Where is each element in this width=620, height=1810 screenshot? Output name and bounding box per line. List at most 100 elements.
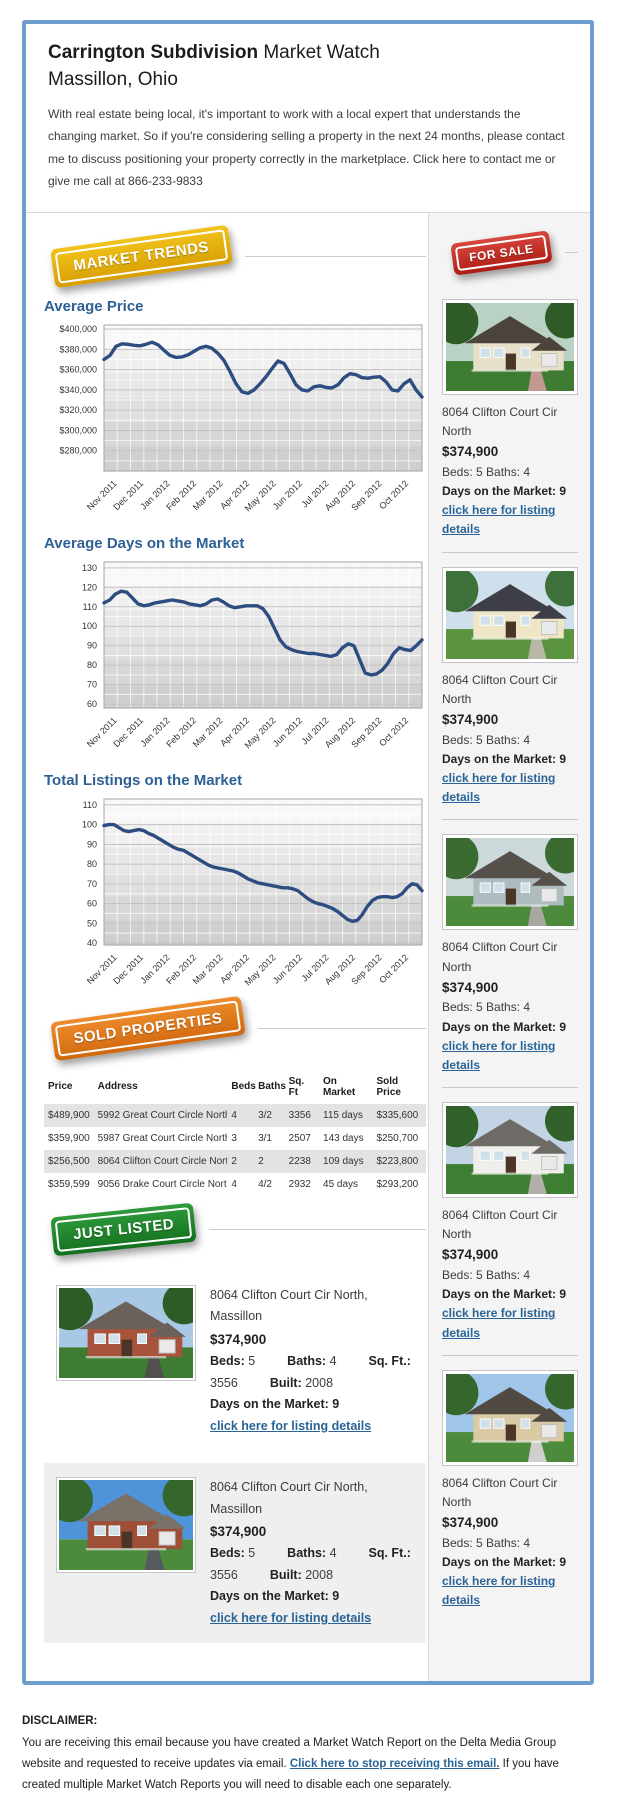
- just-listed-badge-label: JUST LISTED: [54, 1206, 193, 1252]
- property-photo[interactable]: [442, 298, 578, 395]
- disclaimer-heading: DISCLAIMER:: [22, 1715, 98, 1728]
- svg-text:$300,000: $300,000: [59, 425, 97, 435]
- house-illustration: [446, 838, 574, 927]
- listing-details-link[interactable]: click here for listing details: [442, 771, 556, 805]
- property-photo[interactable]: [442, 834, 578, 931]
- title-city: Massillon, Ohio: [48, 68, 178, 90]
- col-on-market: On Market: [323, 1075, 356, 1098]
- listing-details-link[interactable]: click here for listing details: [210, 1418, 372, 1433]
- content-columns: MARKET TRENDS Average Price $400,000 $380…: [26, 211, 590, 1682]
- property-photo[interactable]: [56, 1284, 196, 1381]
- listing-price: $374,900: [442, 444, 499, 460]
- house-illustration: [59, 1287, 193, 1378]
- listing-price: $374,900: [442, 712, 499, 728]
- listing-beds-baths: Beds: 5 Baths: 4: [442, 1000, 531, 1015]
- contact-me-link[interactable]: Click here to contact me: [412, 151, 542, 166]
- average-days-section: Average Days on the Market 130 120 110 100 9…: [44, 535, 426, 760]
- listing-price: $374,900: [442, 1247, 499, 1263]
- col-sqft: Sq. Ft: [288, 1075, 305, 1098]
- listing-specs: Beds: 5 Baths: 4 Sq. Ft.: 3556 Built: 2008: [210, 1543, 414, 1586]
- col-beds: Beds: [231, 1081, 256, 1093]
- page-title: Carrington Subdivision Market Watch Mass…: [48, 40, 568, 93]
- listing-details-link[interactable]: click here for listing details: [442, 1038, 556, 1072]
- baths-label: Baths:: [287, 1546, 327, 1561]
- for-sale-listing: 8064 Clifton Court Cir North $374,900 Be…: [442, 1094, 578, 1356]
- svg-text:80: 80: [87, 660, 97, 670]
- sqft-label: Sq. Ft.:: [368, 1546, 411, 1561]
- col-address: Address: [97, 1081, 138, 1093]
- intro-text: With real estate being local, it's impor…: [48, 107, 565, 166]
- main-column: MARKET TRENDS Average Price $400,000 $380…: [26, 213, 428, 1681]
- built-label: Built:: [269, 1375, 302, 1390]
- unsubscribe-link[interactable]: Click here to stop receiving this email.: [289, 1757, 500, 1770]
- listing-price: $374,900: [442, 1515, 499, 1531]
- days-on-market: Days on the Market: 9: [210, 1589, 340, 1604]
- svg-text:$320,000: $320,000: [59, 405, 97, 415]
- for-sale-listing: 8064 Clifton Court Cir North $374,900 Be…: [442, 1362, 578, 1623]
- days-on-market: Days on the Market: 9: [442, 484, 567, 499]
- svg-text:60: 60: [87, 699, 97, 709]
- svg-text:100: 100: [82, 621, 97, 631]
- listing-details-link[interactable]: click here for listing details: [210, 1610, 372, 1625]
- svg-text:$280,000: $280,000: [59, 446, 97, 456]
- house-illustration: [446, 1106, 574, 1195]
- sold-properties-badge-row: SOLD PROPERTIES: [44, 995, 426, 1062]
- listing-address: 8064 Clifton Court Cir North: [442, 1208, 558, 1242]
- svg-text:$380,000: $380,000: [59, 344, 97, 354]
- svg-text:Oct 2012: Oct 2012: [377, 715, 410, 748]
- listing-details-link[interactable]: click here for listing details: [442, 1574, 556, 1608]
- svg-text:90: 90: [87, 839, 97, 849]
- title-suffix: Market Watch: [258, 42, 380, 63]
- days-on-market: Days on the Market: 9: [442, 1287, 567, 1302]
- average-price-heading: Average Price: [44, 297, 144, 315]
- svg-text:Jun 2012: Jun 2012: [271, 478, 304, 511]
- listing-address: 8064 Clifton Court Cir North: [442, 404, 558, 439]
- built-value: 2008: [305, 1375, 334, 1390]
- property-photo[interactable]: [56, 1477, 196, 1574]
- for-sale-listing: 8064 Clifton Court Cir North $374,900 Be…: [442, 291, 578, 553]
- just-listed-item: 8064 Clifton Court Cir North, Massillon …: [44, 1463, 426, 1644]
- property-photo[interactable]: [442, 566, 578, 663]
- baths-value: 4: [329, 1354, 337, 1369]
- subdivision-name: Carrington Subdivision: [48, 42, 259, 63]
- sold-properties-badge-label: SOLD PROPERTIES: [54, 1000, 242, 1057]
- svg-text:Jun 2012: Jun 2012: [271, 952, 304, 985]
- beds-value: 5: [248, 1546, 256, 1561]
- divider-line: [564, 252, 578, 254]
- total-listings-chart: 110 100 90 80 70 60 50 40 Nov 2011 Dec 2011 Jan 20…: [44, 793, 426, 997]
- for-sale-badge-label: FOR SALE: [454, 234, 548, 272]
- svg-text:50: 50: [87, 918, 97, 928]
- listing-details-link[interactable]: click here for listing details: [442, 503, 556, 537]
- divider-line: [209, 1228, 426, 1230]
- for-sale-listing: 8064 Clifton Court Cir North $374,900 Be…: [442, 826, 578, 1089]
- email-container: Carrington Subdivision Market Watch Mass…: [22, 20, 594, 1686]
- for-sale-badge: FOR SALE: [450, 230, 553, 276]
- days-on-market: Days on the Market: 9: [210, 1397, 340, 1412]
- average-price-chart: $400,000 $380,000 $360,000 $340,000 $320,000…: [44, 319, 426, 523]
- intro-phone-text: or give me call at 866-233-9833: [48, 151, 556, 188]
- svg-text:40: 40: [87, 938, 97, 948]
- listing-beds-baths: Beds: 5 Baths: 4: [442, 732, 531, 747]
- property-photo[interactable]: [442, 1369, 578, 1466]
- sold-table-header-row: Price Address Beds Baths Sq. Ft On Marke…: [44, 1070, 426, 1104]
- property-photo[interactable]: [442, 1102, 578, 1199]
- beds-label: Beds:: [210, 1546, 245, 1561]
- sidebar-column: FOR SALE 8064 Clifton Court Cir North $3…: [428, 212, 590, 1682]
- sold-properties-badge: SOLD PROPERTIES: [50, 995, 246, 1062]
- listing-address: 8064 Clifton Court Cir North, Massillon: [210, 1480, 368, 1516]
- col-sold-price: Sold Price: [376, 1075, 401, 1098]
- svg-text:Oct 2012: Oct 2012: [377, 478, 410, 511]
- listing-beds-baths: Beds: 5 Baths: 4: [442, 1268, 531, 1283]
- for-sale-badge-row: FOR SALE: [442, 230, 578, 276]
- svg-text:Jun 2012: Jun 2012: [271, 715, 304, 748]
- listing-address: 8064 Clifton Court Cir North: [442, 1475, 558, 1509]
- total-listings-heading: Total Listings on the Market: [44, 771, 243, 789]
- listing-details-link[interactable]: click here for listing details: [442, 1306, 556, 1340]
- listing-address: 8064 Clifton Court Cir North, Massillon: [210, 1287, 368, 1324]
- average-price-section: Average Price $400,000 $380,000 $360,000 $3…: [44, 298, 426, 523]
- svg-text:Oct 2012: Oct 2012: [377, 952, 410, 985]
- svg-text:70: 70: [87, 879, 97, 889]
- intro-paragraph: With real estate being local, it's impor…: [48, 103, 568, 192]
